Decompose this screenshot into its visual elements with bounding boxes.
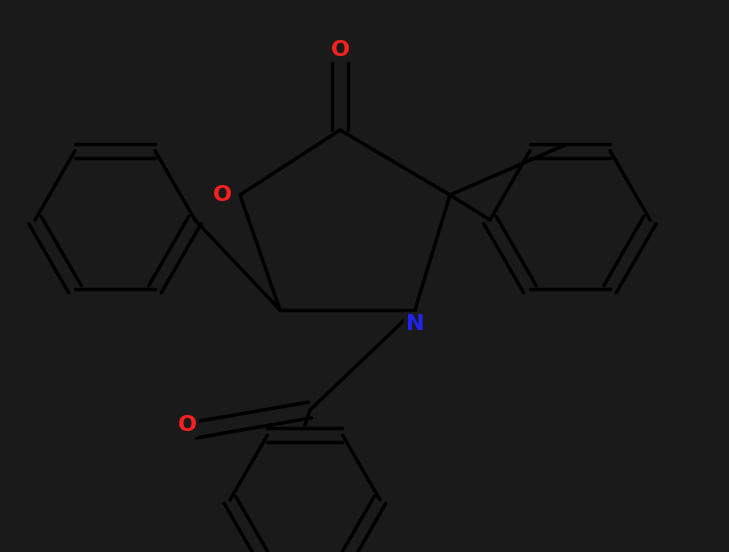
Text: N: N (406, 314, 424, 334)
Text: O: O (330, 40, 349, 60)
Text: O: O (212, 185, 232, 205)
Text: O: O (177, 415, 197, 435)
